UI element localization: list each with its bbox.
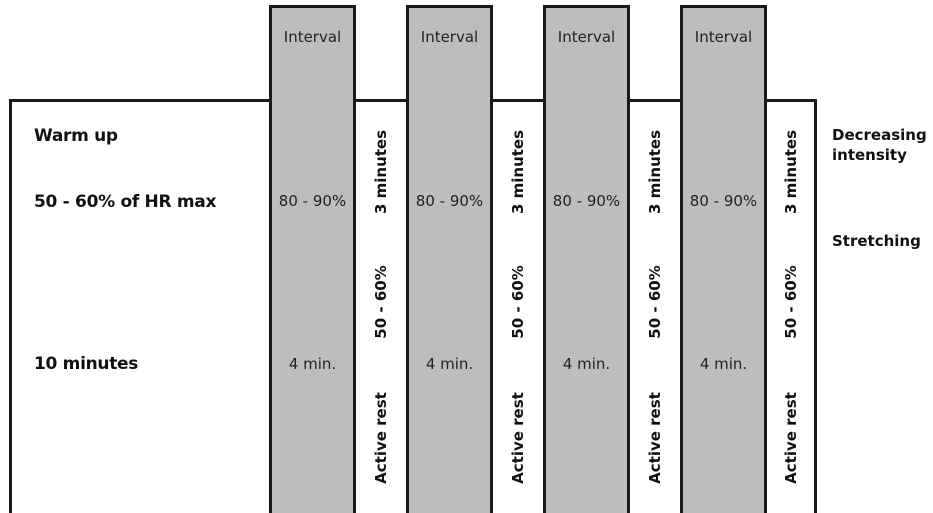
interval-block: Interval 80 - 90% 4 min. xyxy=(406,5,493,513)
interval-block: Interval 80 - 90% 4 min. xyxy=(680,5,767,513)
interval-intensity: 80 - 90% xyxy=(552,192,621,210)
rest-duration: 3 minutes xyxy=(509,129,527,215)
interval-label: Interval xyxy=(694,28,753,46)
interval-duration: 4 min. xyxy=(699,355,748,373)
rest-label: Active rest xyxy=(781,392,800,484)
interval-label: Interval xyxy=(557,28,616,46)
warmup-intensity: 50 - 60% of HR max xyxy=(34,192,217,212)
interval-block: Interval 80 - 90% 4 min. xyxy=(269,5,356,513)
interval-label: Interval xyxy=(283,28,342,46)
warmup-title: Warm up xyxy=(34,126,118,146)
interval-intensity: 80 - 90% xyxy=(415,192,484,210)
interval-label: Interval xyxy=(420,28,479,46)
rest-duration: 3 minutes xyxy=(781,129,800,215)
rest-intensity: 50 - 60% xyxy=(646,265,664,339)
rest-intensity: 50 - 60% xyxy=(509,265,527,339)
active-rest-block: 3 minutes 50 - 60% Active rest xyxy=(356,99,406,513)
rest-duration: 3 minutes xyxy=(372,129,390,215)
interval-duration: 4 min. xyxy=(562,355,611,373)
rest-intensity: 50 - 60% xyxy=(781,265,800,339)
interval-block: Interval 80 - 90% 4 min. xyxy=(543,5,630,513)
rest-label: Active rest xyxy=(509,392,527,484)
interval-intensity: 80 - 90% xyxy=(689,192,758,210)
cooldown-line2: intensity xyxy=(832,146,907,164)
active-rest-block: 3 minutes 50 - 60% Active rest xyxy=(630,99,680,513)
rest-label: Active rest xyxy=(646,392,664,484)
active-rest-block: 3 minutes 50 - 60% Active rest xyxy=(493,99,543,513)
rest-label: Active rest xyxy=(372,392,390,484)
active-rest-block: 3 minutes 50 - 60% Active rest xyxy=(767,99,817,513)
warmup-duration: 10 minutes xyxy=(34,354,139,374)
interval-intensity: 80 - 90% xyxy=(278,192,347,210)
cooldown-stretching: Stretching xyxy=(832,232,921,250)
rest-duration: 3 minutes xyxy=(646,129,664,215)
cooldown-line1: Decreasing xyxy=(832,126,927,144)
interval-duration: 4 min. xyxy=(288,355,337,373)
interval-duration: 4 min. xyxy=(425,355,474,373)
rest-intensity: 50 - 60% xyxy=(372,265,390,339)
warmup-block: Warm up 50 - 60% of HR max 10 minutes xyxy=(9,99,269,513)
